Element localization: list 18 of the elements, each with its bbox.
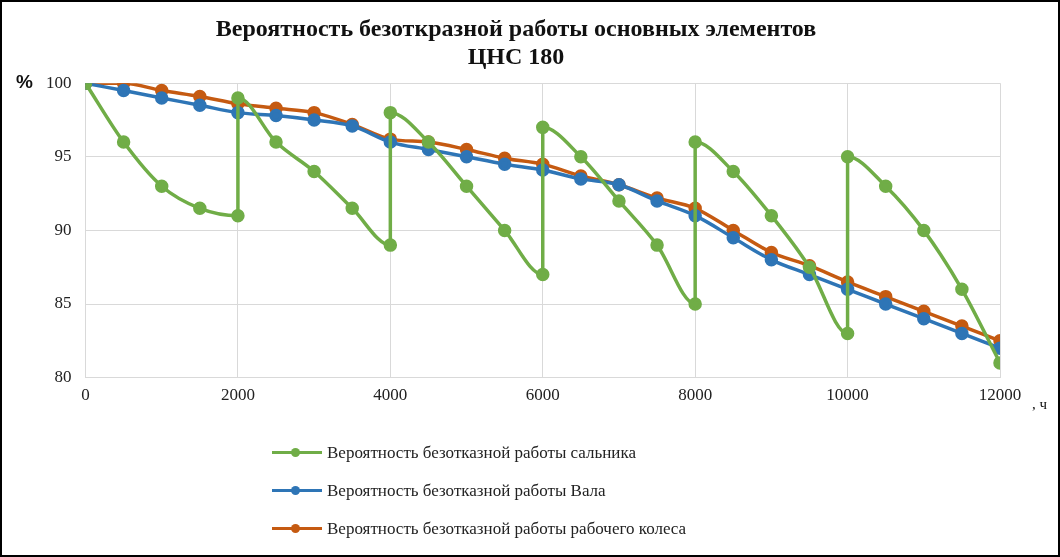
legend-label: Вероятность безотказной работы рабочего колеса: [327, 519, 687, 539]
y-tick-label: 85: [54, 293, 72, 313]
legend-label: Вероятность безотказной работы сальника: [327, 443, 637, 463]
x-tick-label: 10000: [826, 385, 869, 405]
x-tick-label: 12000: [978, 385, 1022, 405]
x-tick-label: 6000: [525, 385, 560, 405]
x-tick-label: 4000: [373, 385, 408, 405]
y-tick-label: 80: [54, 367, 72, 387]
y-tick-label: 90: [54, 219, 72, 239]
x-tick-label: 2000: [220, 385, 255, 405]
x-axis-title: , ч: [1032, 395, 1048, 412]
x-tick-label: 8000: [678, 385, 713, 405]
legend-label: Вероятность безотказной работы Вала: [327, 481, 606, 501]
y-tick-label: 100: [46, 72, 72, 92]
y-tick-label: 95: [54, 146, 72, 166]
x-tick-label: 0: [81, 385, 90, 405]
y-axis-title: %: [16, 71, 33, 93]
chart-title: Вероятность безоткразной работы основных элементов ЦНС 180: [215, 15, 817, 69]
